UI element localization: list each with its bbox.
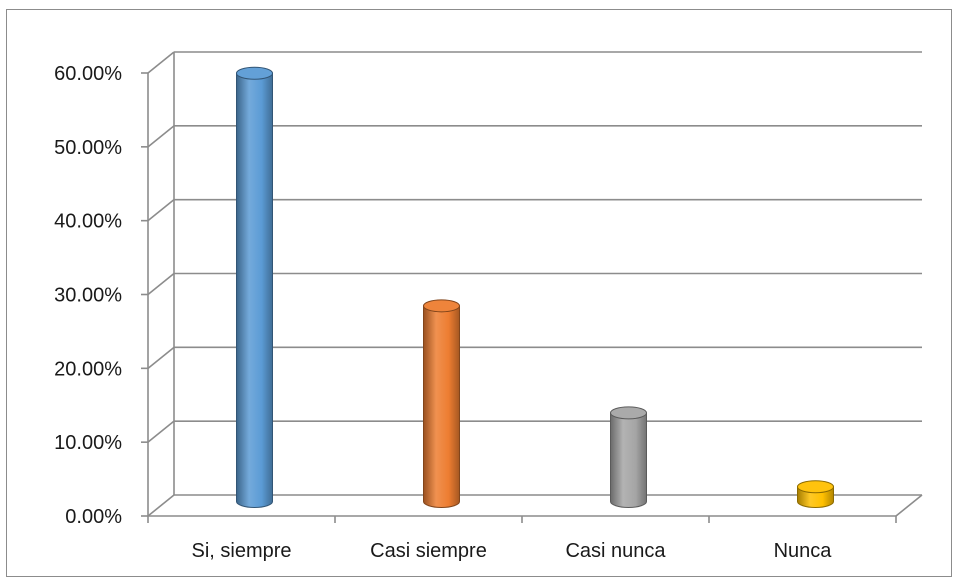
- y-tick-label: 10.00%: [54, 432, 122, 454]
- bar-nunca: [797, 480, 834, 508]
- gridline-side: [147, 272, 175, 296]
- bar-top: [423, 299, 460, 313]
- x-category-label: Casi siempre: [370, 540, 487, 562]
- y-axis-ticks: 0.00% 10.00% 20.00% 30.00% 40.00% 50.00% 60.00…: [54, 63, 122, 528]
- gridline-side: [147, 346, 175, 369]
- y-tick-label: 40.00%: [54, 211, 122, 233]
- gridline-side: [147, 125, 175, 148]
- gridline-side: [147, 494, 175, 517]
- bars: [236, 66, 834, 508]
- bar-casi-nunca: [610, 406, 647, 508]
- x-category-label: Casi nunca: [565, 540, 666, 562]
- bar-casi-siempre: [423, 299, 460, 508]
- bar-top: [236, 66, 273, 80]
- x-category-label: Nunca: [774, 540, 833, 562]
- y-tick-label: 50.00%: [54, 137, 122, 159]
- gridline-side: [147, 420, 175, 443]
- bar-top: [610, 406, 647, 420]
- bar-si-siempre: [236, 66, 273, 508]
- bar-body: [423, 305, 460, 508]
- y-tick-label: 0.00%: [65, 506, 122, 528]
- bar-top: [797, 480, 834, 494]
- y-tick-label: 60.00%: [54, 63, 122, 85]
- y-tick-label: 30.00%: [54, 285, 122, 307]
- chart-frame: [6, 9, 952, 577]
- floor-edge: [895, 494, 923, 517]
- x-category-label: Si, siempre: [191, 540, 291, 562]
- bar-body: [236, 72, 273, 508]
- y-tick-label: 20.00%: [54, 358, 122, 380]
- gridline-side: [147, 51, 175, 74]
- bar-body: [610, 412, 647, 508]
- x-axis-categories: Si, siempre Casi siempre Casi nunca Nunca: [191, 540, 832, 562]
- gridline-side: [147, 199, 175, 222]
- axes: [141, 52, 923, 523]
